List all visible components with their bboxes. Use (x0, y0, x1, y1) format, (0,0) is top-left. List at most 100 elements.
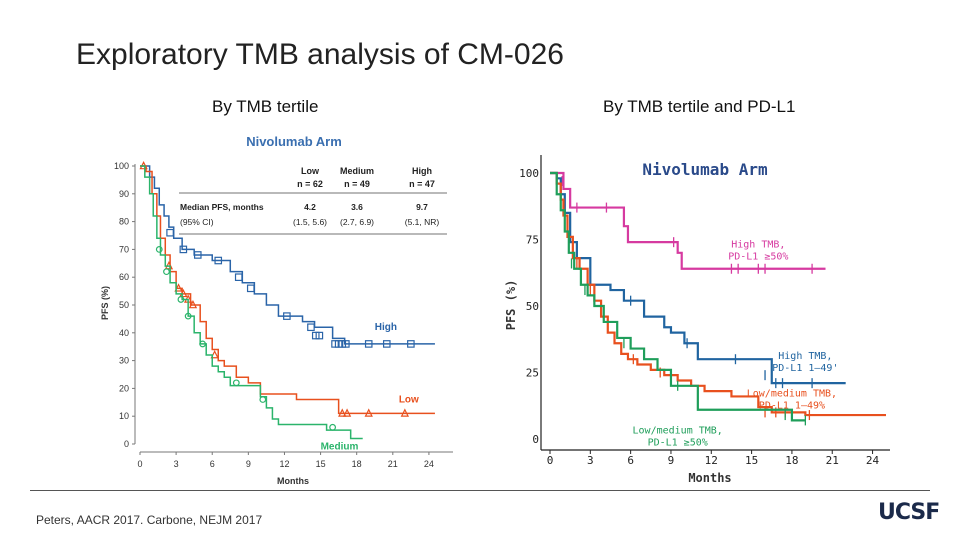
tmb-pdl1-km-chart: Nivolumab Arm 0 25 50 75 100 0 3 6 9 12 15 18 21 24 Mon… (504, 155, 890, 485)
y-tick-label: 100 (114, 161, 129, 171)
table-cell: 3.6 (351, 202, 363, 212)
table-header: Low (301, 166, 320, 176)
y-tick-label: 60 (119, 272, 129, 282)
y-tick-label: 10 (119, 411, 129, 421)
censor-mark (307, 323, 315, 332)
series-label-high: High (375, 322, 397, 333)
table-cell: 4.2 (304, 202, 316, 212)
y-tick-label: 25 (526, 367, 539, 380)
x-tick-label: 0 (137, 459, 142, 469)
chart-title: Nivolumab Arm (642, 160, 768, 179)
censor-mark (214, 256, 223, 265)
series-label-low: Low (399, 394, 419, 405)
footer-divider (30, 490, 930, 491)
y-tick-label: 90 (119, 189, 129, 199)
censor-mark (342, 408, 352, 417)
series-medium: Medium (140, 165, 363, 453)
censor-mark (232, 379, 240, 387)
y-tick-label: 30 (119, 356, 129, 366)
series-label-line: Low/medium TMB, (633, 426, 723, 437)
series-label: Low/medium TMB,PD-L1 ≥50% (633, 426, 723, 449)
y-tick-label: 50 (526, 300, 539, 313)
km-line-low (140, 165, 435, 415)
censor-mark (199, 340, 206, 348)
x-tick-label: 6 (627, 454, 634, 467)
censor-mark (342, 340, 350, 348)
km-line (550, 171, 806, 422)
series-4: Low/medium TMB, PD-L1 ≥50% (550, 171, 807, 449)
y-tick-label: 40 (119, 328, 129, 338)
y-tick-label: 0 (124, 439, 129, 449)
series-label-line: PD-L1 1–49' (772, 363, 838, 374)
km-line-high (140, 165, 435, 345)
x-tick-label: 3 (174, 459, 179, 469)
right-panel-heading: By TMB tertile and PD-L1 (603, 97, 796, 116)
x-tick-label: 12 (705, 454, 718, 467)
y-tick-label: 80 (119, 217, 129, 227)
censor-mark (163, 268, 170, 276)
chart-title: Nivolumab Arm (246, 134, 342, 149)
y-tick-label: 75 (526, 234, 539, 247)
table-cell: (2.7, 6.9) (340, 217, 374, 227)
series-label: High TMB,PD-L1 ≥50% (728, 239, 788, 262)
series-label-line: Low/medium TMB, (747, 388, 837, 399)
censor-mark (329, 423, 337, 431)
censor-mark (234, 273, 243, 282)
median-pfs-table: Low Medium High n = 62 n = 49 n = 47 Median PF… (179, 166, 447, 235)
y-axis-label: PFS (%) (504, 280, 518, 331)
km-line (550, 171, 846, 385)
y-tick-label: 20 (119, 383, 129, 393)
slide-title: Exploratory TMB analysis of CM-026 (76, 38, 564, 71)
series-low: Low (139, 160, 435, 417)
x-tick-label: 6 (210, 459, 215, 469)
series-label: Low/medium TMB,PD-L1 1–49% (747, 388, 837, 411)
censor-mark (382, 340, 391, 348)
citation: Peters, AACR 2017. Carbone, NEJM 2017 (36, 513, 263, 527)
censor-mark (407, 340, 415, 348)
series-label-line: High TMB, (778, 351, 832, 362)
x-tick-label: 24 (424, 459, 434, 469)
series-label: High TMB,PD-L1 1–49' (772, 351, 838, 374)
censor-mark (364, 340, 373, 348)
censor-mark (155, 245, 163, 253)
x-tick-label: 9 (668, 454, 675, 467)
x-tick-label: 3 (587, 454, 594, 467)
left-panel-heading: By TMB tertile (212, 97, 319, 116)
series-label-line: PD-L1 ≥50% (728, 251, 788, 262)
table-cell: 9.7 (416, 202, 428, 212)
x-tick-label: 21 (388, 459, 398, 469)
km-line (550, 171, 886, 417)
table-header: High (412, 166, 432, 176)
censor-mark (193, 251, 202, 259)
censor-mark (246, 284, 255, 293)
x-tick-label: 15 (316, 459, 326, 469)
y-tick-label: 70 (119, 244, 129, 254)
censor-mark (338, 408, 347, 417)
series-label-line: High TMB, (731, 239, 785, 250)
censor-mark (166, 228, 174, 237)
x-axis-label: Months (688, 471, 731, 485)
censor-mark (188, 299, 198, 309)
censor-mark (283, 312, 291, 320)
series-label-medium: Medium (321, 442, 359, 453)
x-tick-label: 21 (826, 454, 839, 467)
censor-mark (210, 349, 219, 359)
table-n: n = 62 (297, 179, 323, 189)
y-tick-label: 100 (519, 167, 539, 180)
tmb-tertile-km-chart: Nivolumab Arm 0 10 20 30 40 50 60 70 80 90 100 0 3 6 9 1… (100, 134, 453, 486)
x-tick-label: 18 (785, 454, 798, 467)
table-cell: (1.5, 5.6) (293, 217, 327, 227)
km-line-medium (140, 165, 363, 440)
censor-mark (259, 396, 267, 403)
table-row-label: Median PFS, months (180, 202, 264, 212)
table-cell: (5.1, NR) (405, 217, 440, 227)
y-axis-label: PFS (%) (100, 286, 110, 320)
censor-mark (179, 245, 188, 254)
x-tick-label: 9 (246, 459, 251, 469)
table-n: n = 47 (409, 179, 435, 189)
km-line (550, 171, 826, 270)
series-1: High TMB,PD-L1 ≥50% (550, 171, 826, 274)
censor-mark (400, 408, 410, 417)
series-2: High TMB,PD-L1 1–49' (550, 171, 846, 389)
censor-mark (184, 312, 192, 320)
